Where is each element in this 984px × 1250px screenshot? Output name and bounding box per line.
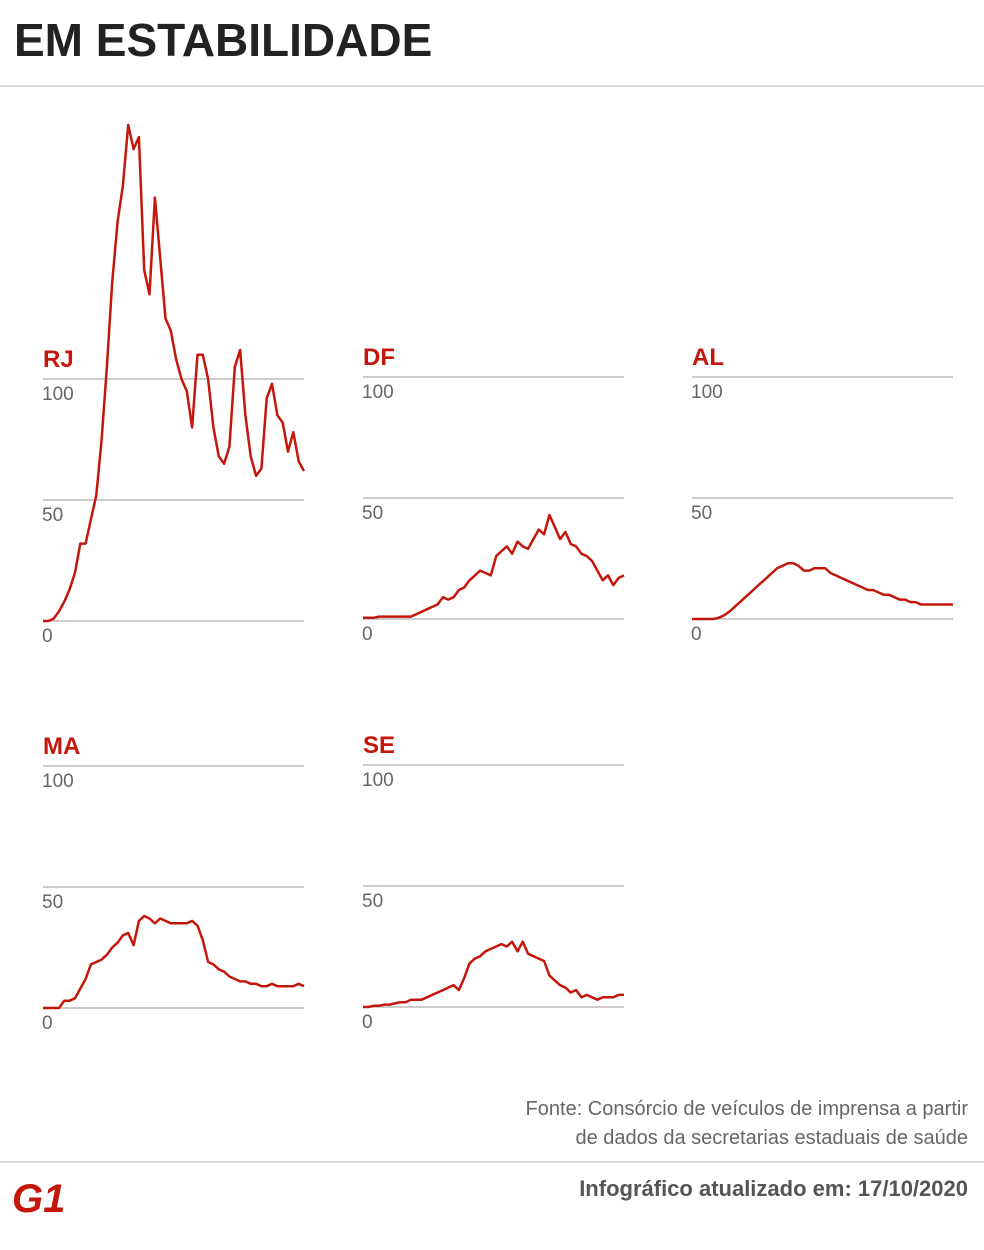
y-tick-label: 100 — [42, 384, 74, 405]
page-title: EM ESTABILIDADE — [14, 14, 432, 66]
data-line — [43, 123, 306, 623]
y-tick-label: 50 — [691, 503, 712, 524]
data-line — [363, 513, 625, 620]
logo: G1 — [12, 1177, 65, 1221]
data-line — [363, 940, 624, 1009]
y-tick-label: 100 — [691, 382, 723, 403]
y-tick-label: 0 — [362, 1012, 373, 1033]
y-tick-label: 50 — [362, 503, 383, 524]
panel-title: AL — [692, 344, 724, 371]
y-tick-label: 50 — [42, 505, 63, 526]
panel-title: MA — [43, 733, 80, 760]
data-line — [692, 562, 953, 621]
y-tick-label: 50 — [362, 891, 383, 912]
y-tick-label: 0 — [691, 624, 702, 645]
y-tick-label: 100 — [362, 770, 394, 791]
y-tick-label: 0 — [42, 626, 53, 647]
y-tick-label: 50 — [42, 892, 63, 913]
panel-title: SE — [363, 732, 395, 759]
panel-title: DF — [363, 344, 395, 371]
data-line — [43, 914, 305, 1010]
y-tick-label: 100 — [42, 771, 74, 792]
y-tick-label: 0 — [42, 1013, 53, 1034]
source-line: de dados da secretarias estaduais de saú… — [576, 1127, 969, 1149]
y-tick-label: 0 — [362, 624, 373, 645]
panel-title: RJ — [43, 346, 74, 373]
updated-note: Infográfico atualizado em: 17/10/2020 — [579, 1176, 968, 1201]
y-tick-label: 100 — [362, 382, 394, 403]
source-line: Fonte: Consórcio de veículos de imprensa… — [526, 1098, 969, 1120]
